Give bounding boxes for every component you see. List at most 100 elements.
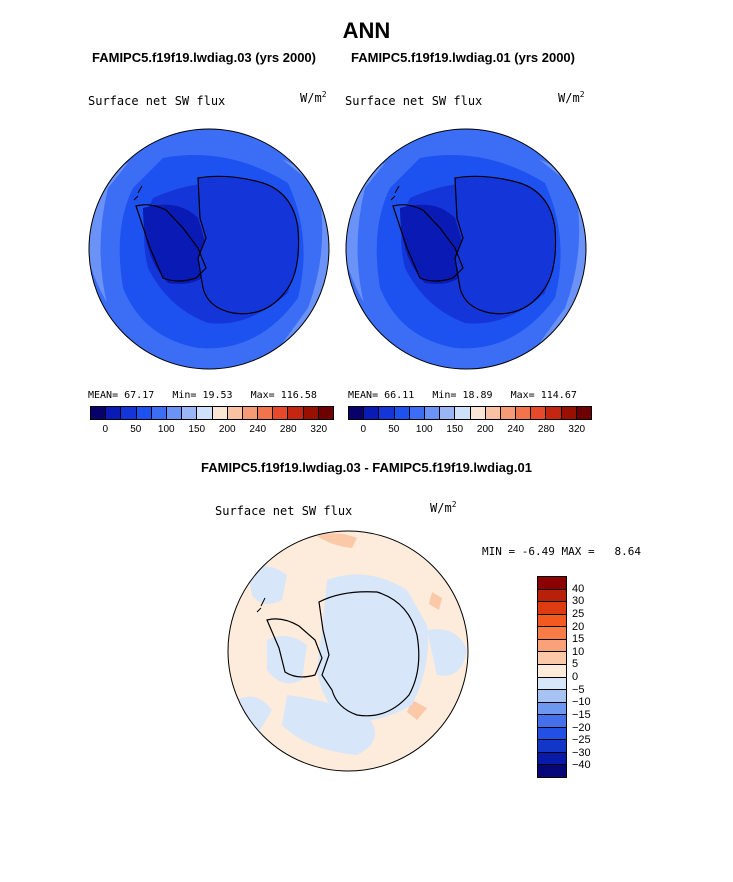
- diff-polar-map: [227, 530, 469, 772]
- colorbar-tick-label: 200: [218, 424, 236, 435]
- colorbar-swatch: [546, 407, 562, 419]
- colorbar-tick-label: 20: [572, 620, 585, 633]
- colorbar-swatch: [151, 407, 167, 419]
- panel2-case-label: FAMIPC5.f19f19.lwdiag.01 (yrs 2000): [351, 50, 575, 65]
- colorbar-tick-label: −25: [572, 734, 591, 747]
- colorbar-swatch: [538, 577, 566, 590]
- colorbar-swatch: [538, 639, 566, 653]
- colorbar-swatch: [561, 407, 577, 419]
- panel1-colorbar: [90, 406, 334, 420]
- panel2-colorbar-ticks: 0 50 100 150 200 240 280 320: [348, 424, 592, 438]
- panel1-variable-label: Surface net SW flux: [88, 94, 226, 108]
- colorbar-swatch: [364, 407, 380, 419]
- colorbar-tick-label: 10: [572, 645, 585, 658]
- panel2-polar-map: [345, 128, 587, 370]
- colorbar-swatch: [212, 407, 228, 419]
- diff-minmax: MIN = -6.49 MAX = 8.64: [482, 545, 641, 558]
- colorbar-swatch: [538, 740, 566, 753]
- colorbar-swatch: [273, 407, 289, 419]
- diff-variable-label: Surface net SW flux: [215, 504, 353, 518]
- colorbar-swatch: [531, 407, 547, 419]
- colorbar-swatch: [258, 407, 274, 419]
- colorbar-swatch: [470, 407, 486, 419]
- panel2-colorbar: [348, 406, 592, 420]
- colorbar-tick-label: 200: [476, 424, 494, 435]
- colorbar-tick-label: 15: [572, 633, 585, 646]
- colorbar-swatch: [455, 407, 471, 419]
- panel2-units: W/m2: [558, 90, 585, 105]
- colorbar-tick-label: 50: [130, 424, 142, 435]
- colorbar-swatch: [500, 407, 517, 419]
- colorbar-swatch: [538, 690, 566, 703]
- colorbar-swatch: [394, 407, 410, 419]
- colorbar-tick-label: 100: [415, 424, 433, 435]
- colorbar-swatch: [182, 407, 198, 419]
- diff-colorbar-ticks: 40 30 25 20 15 10 5 0 −5 −10 −15 −20 −25 −30 −40: [572, 576, 612, 778]
- panel1-units: W/m2: [300, 90, 327, 105]
- colorbar-swatch: [227, 407, 243, 419]
- panel2-variable-label: Surface net SW flux: [345, 94, 483, 108]
- colorbar-swatch: [197, 407, 213, 419]
- colorbar-swatch: [379, 407, 395, 419]
- colorbar-tick-label: 150: [188, 424, 206, 435]
- colorbar-tick-label: 0: [360, 424, 367, 435]
- panel1-case-label: FAMIPC5.f19f19.lwdiag.03 (yrs 2000): [92, 50, 316, 65]
- colorbar-swatch: [538, 715, 566, 728]
- colorbar-tick-label: −20: [572, 721, 591, 734]
- colorbar-tick-label: 280: [279, 424, 297, 435]
- panel1-colorbar-ticks: 0 50 100 150 200 240 280 320: [90, 424, 334, 438]
- colorbar-swatch: [166, 407, 183, 419]
- colorbar-tick-label: −30: [572, 746, 591, 759]
- colorbar-swatch: [516, 407, 532, 419]
- colorbar-tick-label: 280: [537, 424, 555, 435]
- colorbar-tick-label: 150: [446, 424, 464, 435]
- colorbar-tick-label: 320: [310, 424, 328, 435]
- diff-colorbar: [537, 576, 567, 778]
- colorbar-tick-label: 0: [102, 424, 109, 435]
- colorbar-tick-label: −40: [572, 759, 591, 772]
- panel1-polar-map: [88, 128, 330, 370]
- colorbar-swatch: [576, 407, 591, 419]
- colorbar-swatch: [538, 677, 566, 691]
- colorbar-swatch: [485, 407, 501, 419]
- colorbar-swatch: [424, 407, 441, 419]
- colorbar-swatch: [538, 702, 566, 716]
- panel2-stats: MEAN= 66.11 Min= 18.89 Max= 114.67: [348, 390, 577, 401]
- colorbar-swatch: [106, 407, 122, 419]
- colorbar-swatch: [288, 407, 304, 419]
- colorbar-swatch: [121, 407, 137, 419]
- colorbar-swatch: [318, 407, 333, 419]
- colorbar-swatch: [538, 652, 566, 665]
- colorbar-tick-label: 30: [572, 595, 585, 608]
- colorbar-tick-label: 240: [249, 424, 267, 435]
- colorbar-swatch: [440, 407, 456, 419]
- colorbar-tick-label: 50: [388, 424, 400, 435]
- figure-title: ANN: [342, 18, 391, 43]
- colorbar-swatch: [91, 407, 107, 419]
- colorbar-swatch: [538, 589, 566, 603]
- colorbar-tick-label: 320: [568, 424, 586, 435]
- colorbar-swatch: [538, 664, 566, 678]
- colorbar-tick-label: 25: [572, 607, 585, 620]
- colorbar-swatch: [303, 407, 319, 419]
- colorbar-swatch: [409, 407, 425, 419]
- colorbar-swatch: [242, 407, 259, 419]
- colorbar-swatch: [538, 614, 566, 628]
- colorbar-swatch: [538, 727, 566, 741]
- colorbar-swatch: [538, 765, 566, 777]
- colorbar-swatch: [349, 407, 365, 419]
- colorbar-tick-label: −5: [572, 683, 585, 696]
- colorbar-tick-label: −10: [572, 696, 591, 709]
- diff-units: W/m2: [430, 500, 457, 515]
- colorbar-swatch: [538, 752, 566, 766]
- colorbar-swatch: [538, 627, 566, 640]
- diff-title: FAMIPC5.f19f19.lwdiag.03 - FAMIPC5.f19f1…: [201, 460, 532, 475]
- colorbar-tick-label: 240: [507, 424, 525, 435]
- colorbar-tick-label: 0: [572, 671, 579, 683]
- colorbar-tick-label: 100: [157, 424, 175, 435]
- colorbar-swatch: [538, 602, 566, 615]
- colorbar-swatch: [136, 407, 152, 419]
- colorbar-tick-label: 5: [572, 658, 579, 671]
- colorbar-tick-label: −15: [572, 708, 591, 721]
- colorbar-tick-label: 40: [572, 582, 585, 595]
